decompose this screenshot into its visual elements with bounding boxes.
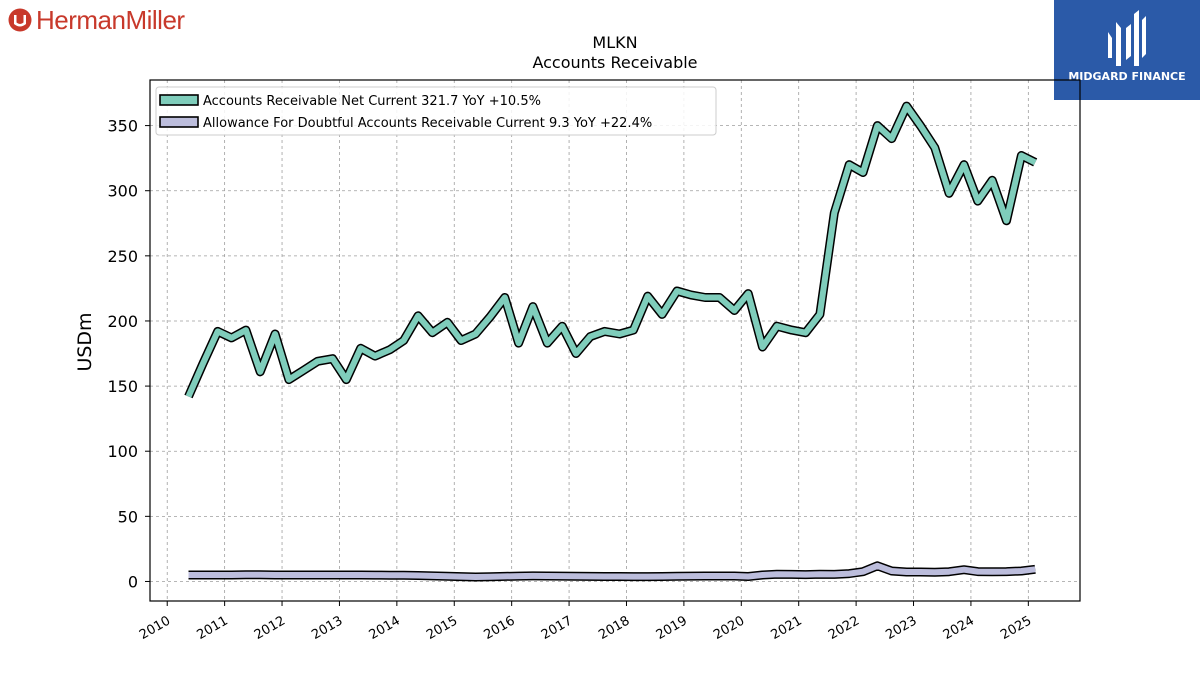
x-tick-label: 2018 xyxy=(596,613,632,643)
midgard-finance-logo: MIDGARD FINANCE xyxy=(1054,0,1200,100)
series-1-line xyxy=(185,103,1037,398)
herman-miller-logo: HermanMiller xyxy=(8,4,185,36)
x-tick-label: 2016 xyxy=(482,613,518,643)
x-tick-label: 2017 xyxy=(539,613,575,643)
series-layer xyxy=(184,101,1038,582)
chart-title: MLKN xyxy=(592,33,637,52)
legend-swatch-1 xyxy=(159,94,199,106)
x-tick-label: 2014 xyxy=(367,613,403,643)
legend: Accounts Receivable Net Current 321.7 Yo… xyxy=(155,86,717,136)
axes: 0 50 100 150 200 250 300 350 2010 2011 2012 2013 201… xyxy=(107,117,1034,643)
midgard-finance-logo-text: MIDGARD FINANCE xyxy=(1068,70,1186,83)
herman-miller-logo-mark xyxy=(8,8,32,32)
legend-label-1: Accounts Receivable Net Current 321.7 Yo… xyxy=(203,94,541,109)
y-tick-label: 150 xyxy=(107,377,138,396)
y-axis-label: USDm xyxy=(74,312,96,371)
x-tick-label: 2020 xyxy=(711,613,747,643)
legend-label-2: Allowance For Doubtful Accounts Receivab… xyxy=(203,116,652,131)
chart-subtitle: Accounts Receivable xyxy=(532,53,697,72)
plot-area-frame xyxy=(149,79,1081,602)
x-tick-label: 2021 xyxy=(769,613,805,643)
y-tick-label: 100 xyxy=(107,442,138,461)
herman-miller-logo-text: HermanMiller xyxy=(36,4,185,35)
y-tick-label: 200 xyxy=(107,312,138,331)
y-tick-label: 0 xyxy=(128,572,138,591)
y-tick-label: 50 xyxy=(118,507,138,526)
midgard-finance-logo-mark xyxy=(1108,10,1146,66)
x-tick-label: 2015 xyxy=(424,613,460,643)
y-tick-label: 350 xyxy=(107,117,138,136)
legend-box xyxy=(155,86,717,136)
y-tick-label: 300 xyxy=(107,182,138,201)
x-tick-label: 2012 xyxy=(252,613,288,643)
x-tick-label: 2024 xyxy=(941,613,977,643)
series-2-line xyxy=(188,562,1036,580)
series-1-outline xyxy=(184,101,1038,399)
x-tick-label: 2025 xyxy=(998,613,1034,643)
x-tick-label: 2019 xyxy=(654,613,690,643)
x-tick-label: 2011 xyxy=(194,613,230,643)
x-tick-label: 2022 xyxy=(826,613,862,643)
x-tick-label: 2023 xyxy=(883,613,919,643)
y-tick-label: 250 xyxy=(107,247,138,266)
x-tick-label: 2010 xyxy=(137,613,173,643)
x-tick-label: 2013 xyxy=(309,613,345,643)
legend-swatch-2 xyxy=(159,116,199,128)
